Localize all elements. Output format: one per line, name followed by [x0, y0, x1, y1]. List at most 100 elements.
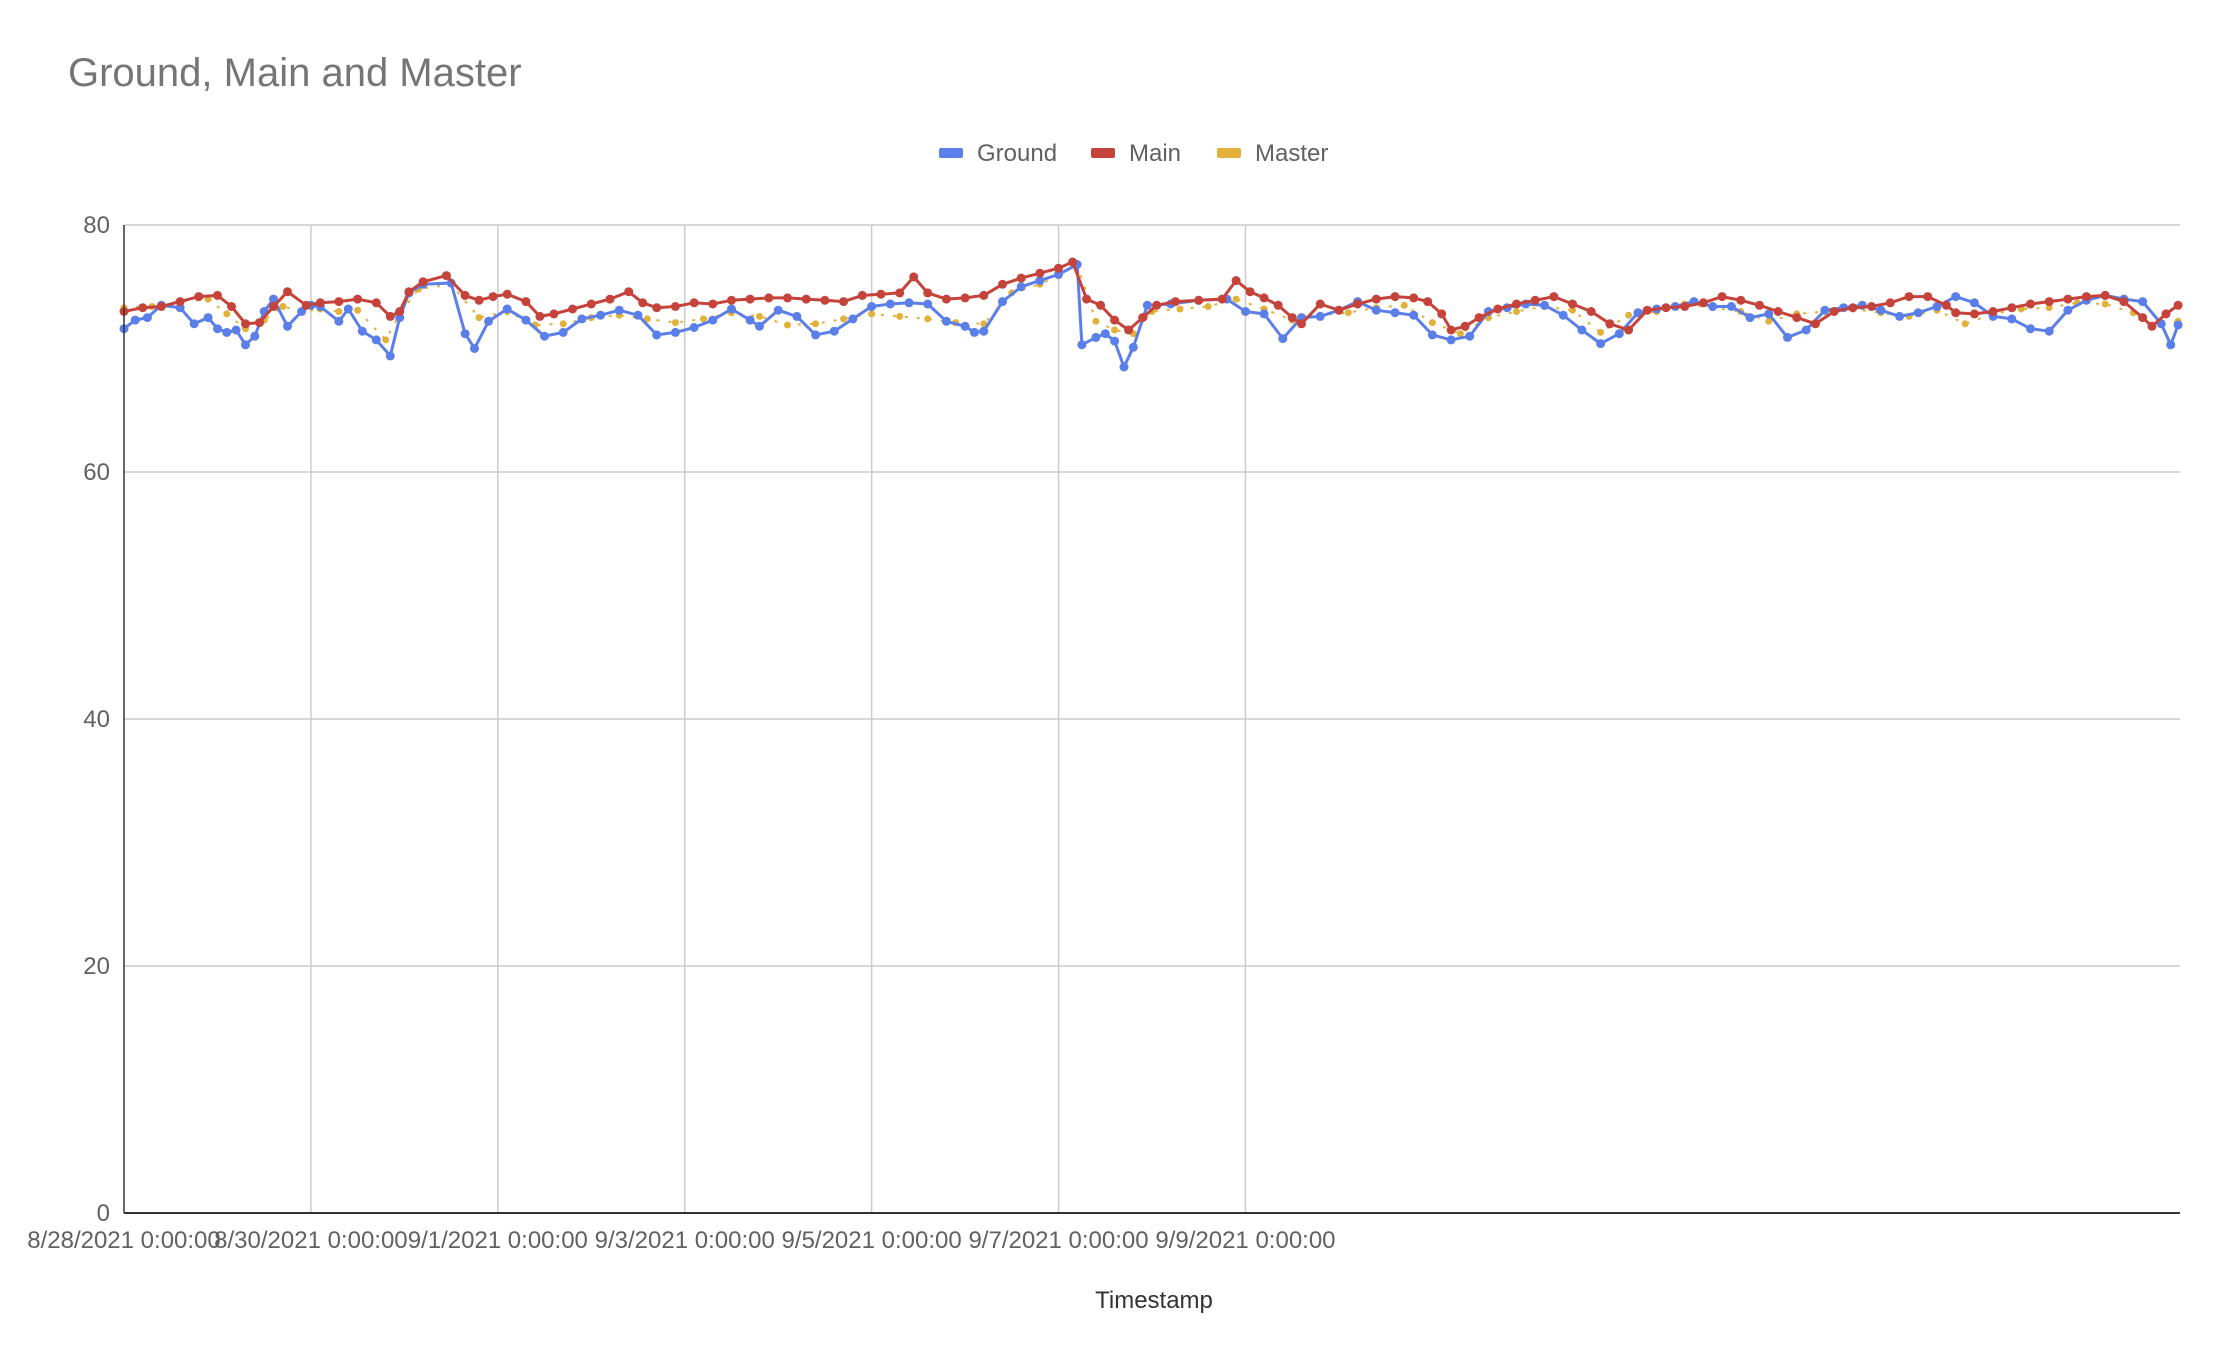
data-point-main [549, 309, 559, 319]
legend-item-master: Master [1217, 140, 1328, 167]
data-point-ground [867, 302, 877, 311]
data-point-main [1096, 300, 1106, 310]
data-point-main [334, 297, 344, 307]
data-point-main [1586, 307, 1596, 316]
data-point-master [354, 306, 362, 314]
data-point-ground [829, 326, 839, 336]
data-point-ground [1745, 313, 1755, 323]
data-point-main [1194, 295, 1204, 305]
data-point-ground [357, 326, 367, 336]
data-point-ground [343, 304, 353, 314]
data-point-main [764, 293, 774, 303]
data-point-main [670, 302, 680, 311]
data-point-ground [521, 315, 531, 325]
data-point-ground [2138, 297, 2148, 307]
x-axis-title: Timestamp [1095, 1287, 1213, 1314]
data-point-main [1259, 293, 1269, 303]
data-point-main [1353, 299, 1363, 309]
data-point-ground [1764, 309, 1774, 319]
data-point-master [1204, 303, 1212, 310]
data-point-ground [1913, 308, 1923, 318]
data-point-main [353, 294, 363, 304]
data-point-master [699, 315, 707, 323]
data-point-ground [1614, 329, 1624, 339]
data-point-ground [203, 313, 213, 323]
x-tick-label: 9/1/2021 0:00:00 [408, 1227, 588, 1254]
data-point-main [1068, 257, 1078, 267]
data-point-ground [484, 316, 493, 326]
data-point-main [1717, 292, 1727, 302]
y-tick-label: 40 [83, 706, 110, 733]
data-point-main [1082, 294, 1092, 304]
data-point-main [1315, 299, 1325, 309]
data-point-main [839, 297, 849, 307]
data-point-master [1569, 306, 1576, 314]
data-point-ground [371, 335, 381, 345]
data-point-main [2063, 294, 2073, 304]
data-point-main [652, 303, 662, 313]
data-point-ground [708, 315, 718, 325]
data-point-main [1390, 292, 1400, 302]
data-point-ground [745, 315, 755, 325]
data-point-main [474, 295, 484, 305]
data-point-ground [470, 344, 479, 353]
series-layer [119, 257, 2183, 372]
data-point-main [1170, 297, 1180, 307]
data-point-ground [1783, 332, 1792, 342]
data-point-main [1460, 321, 1470, 331]
data-point-main [2044, 297, 2054, 307]
data-point-main [605, 294, 615, 304]
data-point-main [1792, 313, 1802, 323]
data-point-master [643, 315, 651, 323]
data-point-master [1344, 309, 1352, 317]
data-point-ground [213, 324, 222, 334]
data-point-main [1124, 325, 1134, 335]
data-point-main [1923, 292, 1933, 302]
chart-title: Ground, Main and Master [68, 51, 522, 95]
data-point-ground [652, 330, 662, 340]
data-point-main [488, 292, 498, 302]
data-point-main [227, 302, 236, 311]
data-point-main [1549, 292, 1559, 302]
data-point-ground [1465, 331, 1475, 341]
x-tick-label: 8/28/2021 0:00:00 [27, 1227, 221, 1254]
data-point-ground [1100, 329, 1110, 339]
data-point-master [1961, 320, 1969, 328]
data-point-ground [904, 298, 914, 308]
legend-label-main: Main [1129, 140, 1181, 167]
data-point-main [1904, 292, 1914, 302]
data-point-main [708, 299, 718, 309]
data-point-main [876, 289, 886, 299]
data-point-ground [614, 305, 624, 315]
legend-item-main: Main [1091, 140, 1181, 167]
data-point-main [213, 290, 222, 300]
data-point-main [1568, 299, 1577, 309]
data-point-main [624, 287, 634, 297]
data-point-master [840, 315, 848, 323]
data-point-ground [1726, 302, 1736, 311]
data-point-master [1428, 319, 1436, 327]
data-point-main [638, 298, 648, 308]
data-point-master [1597, 328, 1605, 336]
data-point-main [1698, 298, 1708, 308]
data-point-master [756, 312, 763, 320]
data-point-master [382, 336, 390, 344]
data-point-main [801, 294, 811, 304]
data-point-ground [334, 316, 344, 326]
series-main [119, 257, 2183, 335]
data-point-master [475, 314, 483, 322]
data-point-main [1245, 287, 1255, 297]
data-point-ground [130, 315, 140, 325]
data-point-main [1371, 294, 1381, 304]
data-point-ground [446, 278, 456, 288]
data-point-ground [1969, 298, 1979, 308]
data-point-main [979, 290, 989, 300]
data-point-main [385, 311, 395, 321]
legend-item-ground: Ground [939, 140, 1057, 167]
data-point-main [2147, 321, 2157, 331]
data-point-main [1231, 276, 1241, 286]
data-point-ground [1895, 311, 1905, 321]
data-point-ground [1259, 309, 1269, 319]
